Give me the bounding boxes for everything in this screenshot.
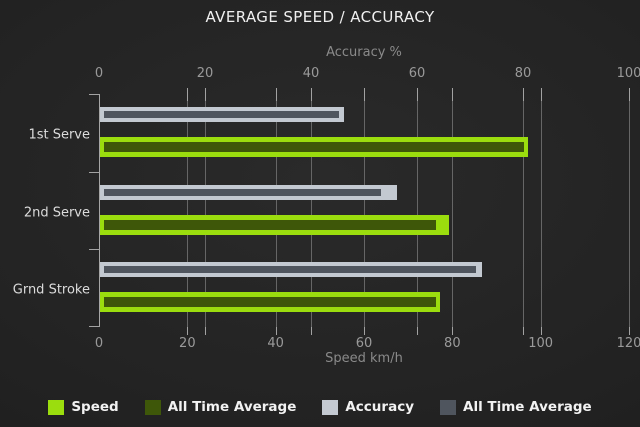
bar-accuracy-all-time-average [104, 111, 339, 118]
bottom-axis-tick-label: 40 [267, 336, 284, 351]
bottom-axis-tick [311, 327, 312, 335]
bottom-axis-tick [187, 327, 189, 335]
bar-accuracy-all-time-average [104, 188, 381, 196]
bottom-axis-title: Speed km/h [325, 351, 403, 366]
bar-speed [100, 137, 529, 157]
top-axis-tick [364, 88, 365, 101]
bottom-axis-tick-label: 20 [179, 336, 196, 351]
top-axis-tick [417, 88, 418, 101]
bottom-axis-tick [205, 327, 206, 335]
gridline [187, 94, 189, 327]
bar-accuracy [100, 107, 344, 122]
top-axis-tick [452, 88, 454, 101]
legend-label: Speed [71, 399, 119, 415]
legend-label: All Time Average [463, 399, 592, 415]
bottom-axis-tick [540, 327, 542, 335]
category-label: Grnd Stroke [12, 282, 90, 298]
legend: Speed All Time Average Accuracy All Time Av… [0, 399, 640, 415]
top-axis-tick-label: 60 [408, 65, 426, 81]
category-boundary-tick [89, 94, 100, 95]
legend-swatch [48, 399, 65, 415]
bar-speed-all-time-average [104, 297, 436, 308]
bottom-axis-tick [452, 327, 454, 335]
legend-item: All Time Average [144, 399, 297, 415]
top-axis-tick-label: 0 [94, 65, 104, 81]
top-axis-tick-label: 20 [196, 65, 214, 81]
category-boundary-tick [89, 326, 100, 327]
top-axis-title: Accuracy % [326, 45, 402, 60]
bar-accuracy [100, 184, 397, 200]
bottom-axis-tick-label: 80 [444, 336, 461, 351]
plot-area [89, 88, 630, 335]
legend-item: All Time Average [440, 399, 592, 415]
legend-swatch [440, 399, 456, 415]
legend-swatch [144, 399, 161, 415]
category-label: 1st Serve [28, 127, 90, 143]
gridline [311, 94, 312, 327]
chart-title: AVERAGE SPEED / ACCURACY [205, 8, 435, 26]
legend-swatch [322, 399, 339, 415]
top-axis-tick-label: 100 [616, 65, 640, 81]
top-axis-tick [523, 88, 524, 101]
bottom-axis-tick [364, 327, 365, 335]
top-axis-tick [275, 88, 277, 101]
bottom-axis-tick-label: 60 [355, 336, 373, 351]
legend-label: Accuracy [345, 399, 414, 415]
category-boundary-tick [89, 172, 100, 173]
gridline [523, 94, 524, 327]
legend-item: Accuracy [322, 399, 414, 415]
bottom-axis-tick-label: 100 [528, 336, 554, 351]
bottom-axis-tick [417, 327, 418, 335]
top-axis-tick-label: 80 [514, 65, 532, 81]
gridline [452, 94, 454, 327]
bar-speed [100, 292, 441, 313]
category-boundary-tick [89, 249, 100, 250]
bottom-axis-tick-label: 120 [616, 336, 640, 351]
bottom-axis-tick [629, 327, 630, 335]
legend-label: All Time Average [167, 399, 297, 415]
gridline [417, 94, 418, 327]
gridline [364, 94, 365, 327]
category-label: 2nd Serve [23, 205, 90, 221]
bar-speed [100, 214, 449, 235]
top-axis-tick [629, 88, 630, 101]
gridline [205, 94, 206, 327]
gridline [540, 94, 542, 327]
bar-accuracy [100, 262, 482, 278]
bar-speed-all-time-average [104, 142, 524, 152]
top-axis-tick-label: 40 [302, 65, 320, 81]
bottom-axis-tick [523, 327, 524, 335]
gridline [629, 94, 630, 327]
gridline [275, 94, 277, 327]
top-axis-tick [187, 88, 189, 101]
bar-speed-all-time-average [104, 219, 436, 230]
legend-item: Speed [48, 399, 119, 415]
top-axis-tick [205, 88, 206, 101]
bottom-axis-tick [275, 327, 277, 335]
bottom-axis-tick-label: 0 [94, 336, 104, 351]
top-axis-tick [540, 88, 542, 101]
bar-accuracy-all-time-average [104, 266, 477, 274]
top-axis-tick [311, 88, 312, 101]
